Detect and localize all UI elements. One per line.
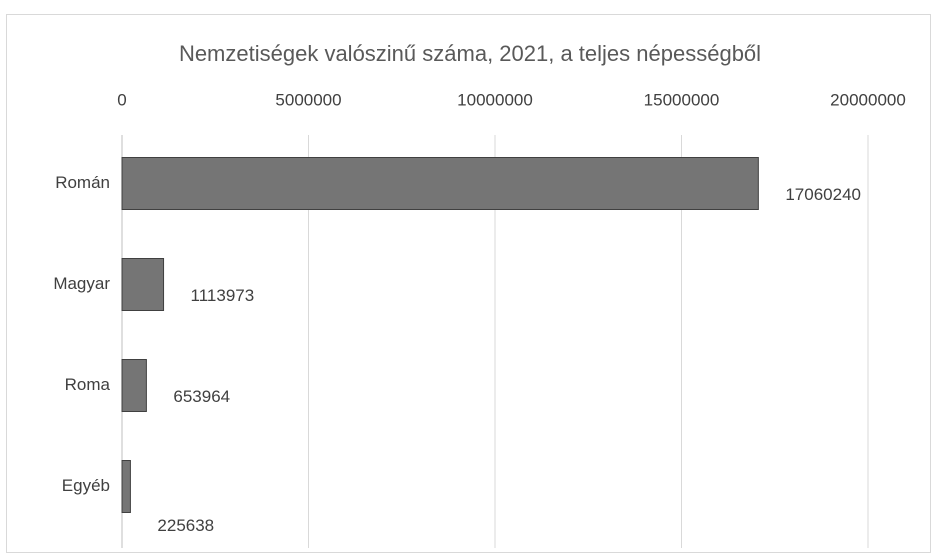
y-tick-label: Román <box>55 173 110 192</box>
data-label: 225638 <box>157 516 214 535</box>
bar <box>121 258 165 311</box>
y-tick-label: Roma <box>65 375 111 394</box>
chart-title: Nemzetiségek valószinű száma, 2021, a te… <box>179 41 761 66</box>
x-tick-label: 5000000 <box>275 90 341 109</box>
bar <box>121 359 147 412</box>
data-label: 17060240 <box>785 185 861 204</box>
x-tick-label: 15000000 <box>644 90 720 109</box>
x-tick-label: 0 <box>117 90 126 109</box>
y-tick-label: Egyéb <box>62 476 110 495</box>
bar <box>121 460 131 513</box>
y-tick-label: Magyar <box>53 274 110 293</box>
x-tick-label: 20000000 <box>830 90 906 109</box>
data-label: 1113973 <box>191 286 255 305</box>
bar <box>121 157 759 210</box>
data-label: 653964 <box>173 387 230 406</box>
x-tick-label: 10000000 <box>457 90 533 109</box>
